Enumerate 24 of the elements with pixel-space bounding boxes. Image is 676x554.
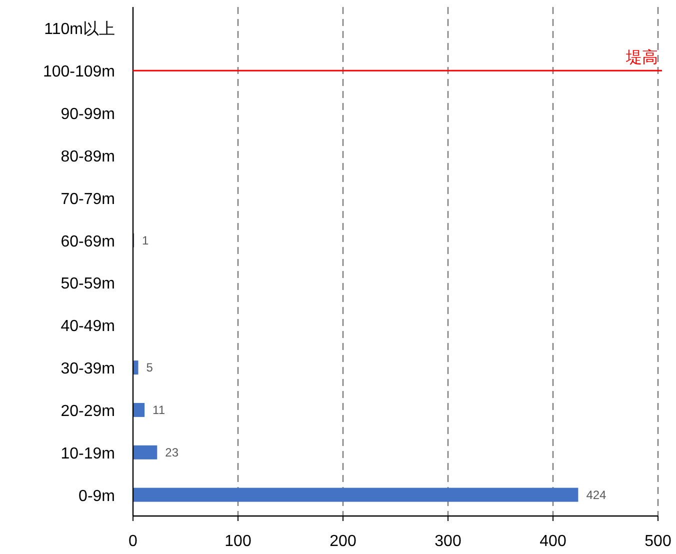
x-tick-label: 300 (434, 533, 462, 550)
y-tick-label: 100-109m (42, 64, 115, 81)
y-tick-label: 90-99m (60, 106, 115, 124)
x-tick-label: 500 (644, 533, 672, 550)
x-tick-label: 200 (330, 533, 356, 550)
y-tick-label: 10-19m (60, 445, 115, 462)
x-tick-label: 100 (224, 533, 252, 550)
y-tick-label: 60-69m (60, 233, 115, 250)
y-tick-label: 50-59m (60, 276, 115, 293)
ref-line-label: 堤高 (625, 48, 658, 67)
data-label: 11 (152, 402, 166, 417)
y-tick-label: 20-29m (60, 402, 115, 420)
y-tick-label: 0-9m (78, 488, 115, 505)
x-tick-label: 0 (128, 533, 138, 550)
data-label: 424 (586, 488, 607, 502)
y-tick-label: 110m以上 (44, 20, 115, 38)
data-label: 5 (146, 360, 154, 375)
y-tick-label: 70-79m (60, 190, 115, 208)
y-tick-label: 30-39m (60, 360, 115, 378)
data-label: 23 (165, 445, 179, 460)
y-tick-label: 80-89m (60, 148, 115, 166)
data-label: 1 (142, 233, 150, 248)
x-tick-label: 400 (540, 533, 566, 550)
y-tick-label: 40-49m (60, 318, 115, 336)
